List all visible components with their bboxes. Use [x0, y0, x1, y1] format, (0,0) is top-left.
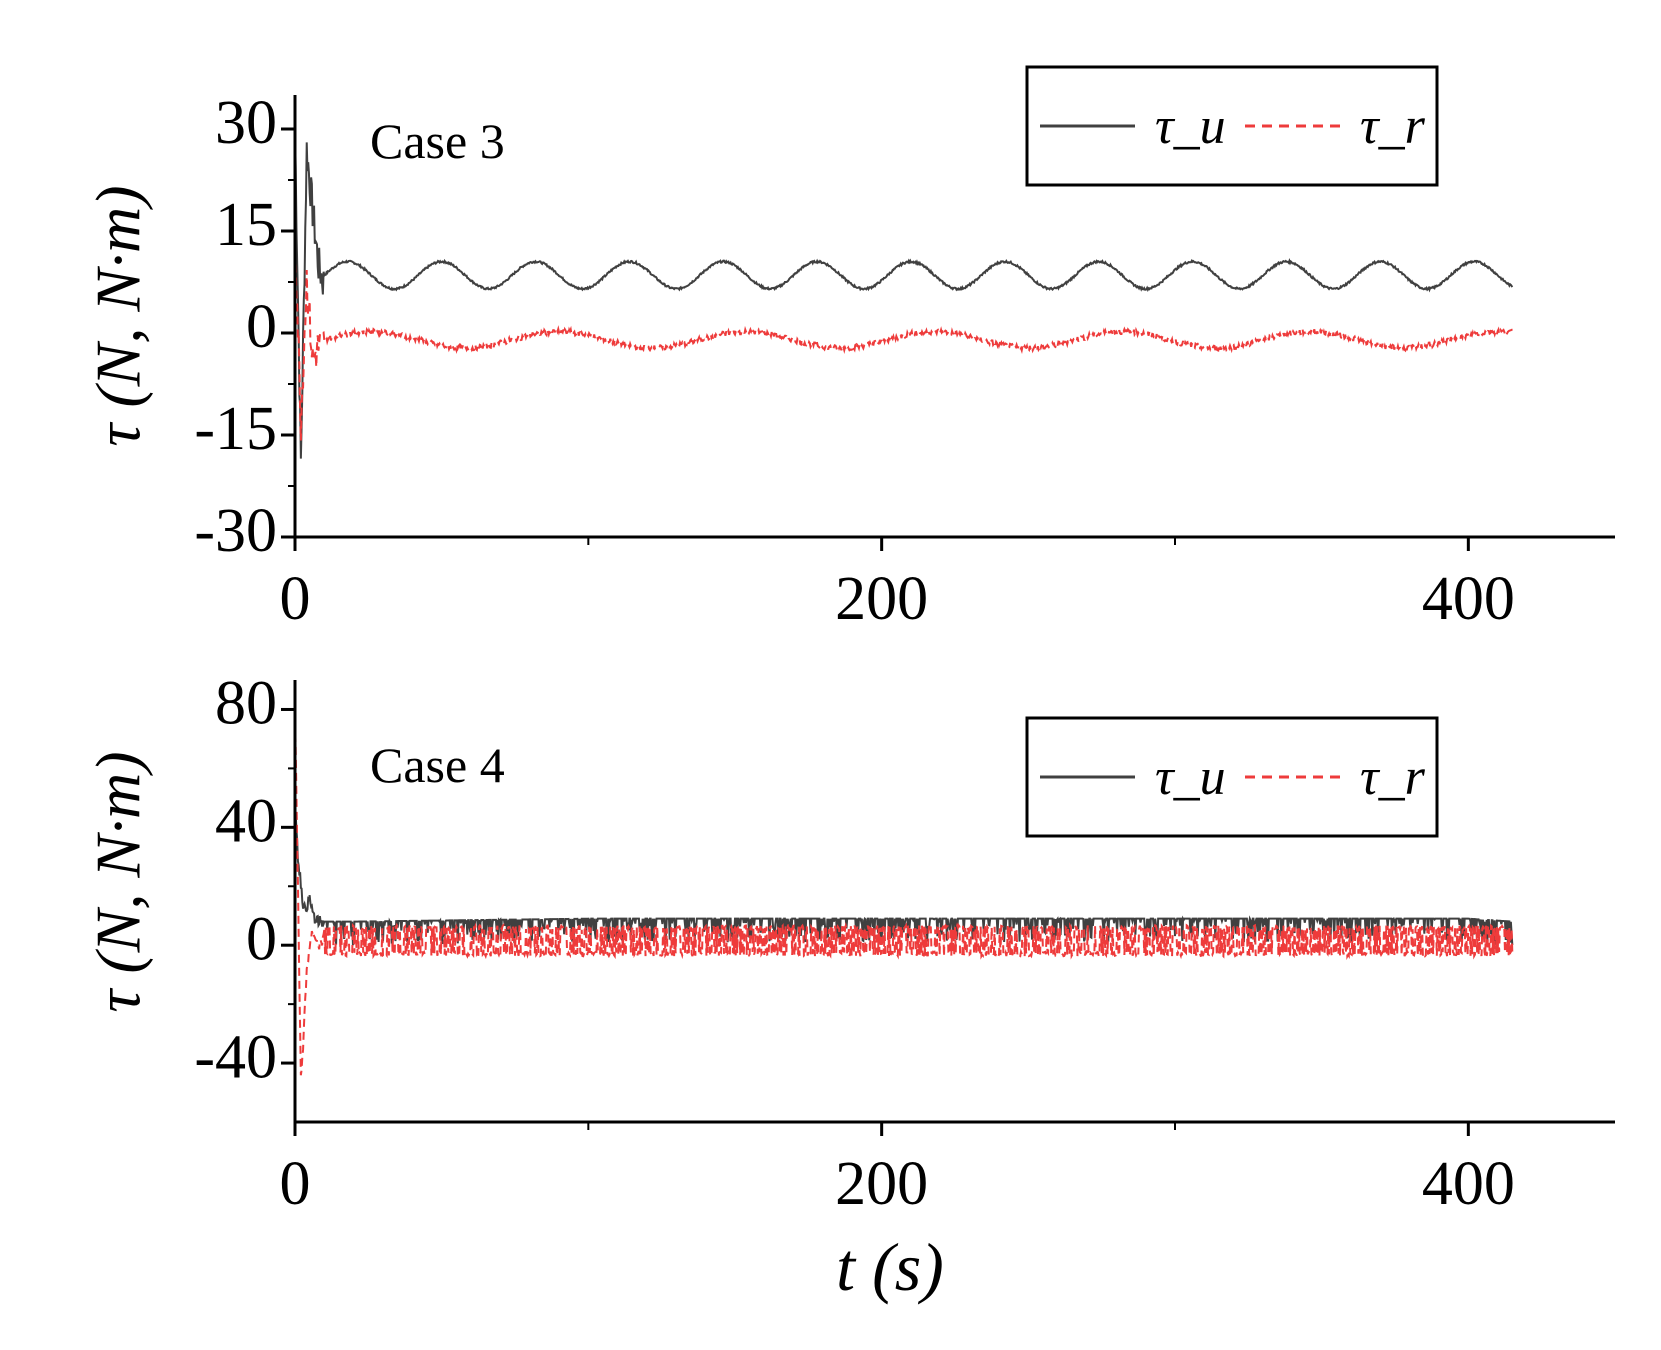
x-tick-label: 0 — [280, 565, 311, 633]
chart-panel-case3: -30 -15 0 15 30 0 200 400 τ (N, N·m) Case 3 τ_… — [83, 65, 1615, 633]
series-line-tau-u — [294, 129, 1514, 459]
x-tick-label: 200 — [835, 1150, 928, 1218]
y-ticks-top: -30 -15 0 15 30 — [194, 89, 295, 565]
y-tick-label: 0 — [246, 293, 277, 361]
plot-lines-bottom — [294, 707, 1514, 1076]
x-tick-label: 200 — [835, 565, 928, 633]
y-tick-label: 40 — [215, 788, 277, 856]
y-axis-label-bottom: τ (N, N·m) — [83, 751, 154, 1012]
y-axis-label-top: τ (N, N·m) — [83, 185, 154, 446]
y-tick-label: 30 — [215, 89, 277, 157]
y-tick-label: -15 — [194, 395, 277, 463]
axes-top — [293, 95, 1615, 539]
plot-lines-top — [294, 129, 1514, 459]
case-annotation-bottom: Case 4 — [370, 737, 505, 793]
x-tick-label: 0 — [280, 1150, 311, 1218]
x-tick-label: 400 — [1422, 1150, 1515, 1218]
legend-top: τ_u τ_r — [1025, 65, 1439, 187]
y-ticks-bottom: -40 0 40 80 — [194, 670, 295, 1091]
x-ticks-top: 0 200 400 — [280, 537, 1515, 633]
axes-bottom — [293, 680, 1615, 1124]
case-annotation-top: Case 3 — [370, 113, 505, 169]
legend-label-tau-u-top: τ_u — [1155, 98, 1226, 155]
series-line-tau-r — [294, 707, 1514, 1076]
legend-label-tau-r-top: τ_r — [1360, 98, 1426, 155]
series-line-tau-r — [294, 238, 1514, 441]
y-tick-label: -40 — [194, 1023, 277, 1091]
series-line-tau-u — [294, 802, 1514, 946]
legend-bottom: τ_u τ_r — [1025, 716, 1439, 838]
legend-label-tau-r-bottom: τ_r — [1360, 749, 1426, 806]
x-tick-label: 400 — [1422, 565, 1515, 633]
y-tick-label: 0 — [246, 905, 277, 973]
legend-label-tau-u-bottom: τ_u — [1155, 749, 1226, 806]
y-tick-label: 15 — [215, 191, 277, 259]
y-tick-label: 80 — [215, 670, 277, 738]
y-tick-label: -30 — [194, 497, 277, 565]
x-ticks-bottom: 0 200 400 — [280, 1122, 1515, 1218]
x-axis-label: t (s) — [836, 1229, 944, 1305]
